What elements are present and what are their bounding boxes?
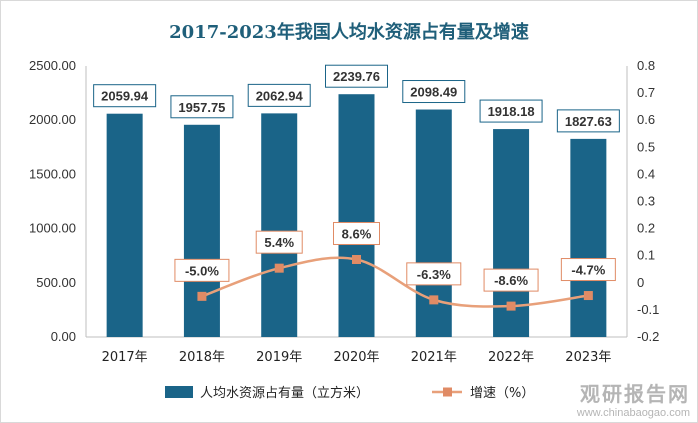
growth-data-label: -8.6% (494, 273, 528, 288)
legend-bar-label: 人均水资源占有量（立方米） (200, 385, 369, 401)
growth-data-label-box (174, 258, 230, 282)
y-left-tick-label: 500.00 (36, 275, 76, 290)
legend-line-marker (443, 387, 452, 397)
growth-data-label: -6.3% (417, 267, 451, 282)
y-left-tick-label: 0.00 (51, 329, 76, 344)
y-left-tick-label: 1500.00 (29, 166, 76, 181)
growth-data-label: 8.6% (342, 226, 372, 241)
growth-data-label: -5.0% (185, 263, 219, 278)
watermark-brand: 观研报告网 (580, 382, 690, 406)
bar-data-label: 2062.94 (256, 88, 304, 103)
bar-data-label-box (556, 109, 620, 133)
y-right-tick-label: 0.6 (637, 112, 655, 127)
growth-marker (429, 295, 439, 305)
y-left-tick-label: 1000.00 (29, 221, 76, 236)
y-left-tick-label: 2000.00 (29, 112, 76, 127)
growth-data-label: 5.4% (264, 235, 294, 250)
bar-data-label-box (170, 95, 234, 119)
growth-data-label-box (560, 258, 616, 282)
bar (338, 94, 375, 337)
y-right-tick-label: 0.2 (637, 221, 655, 236)
growth-data-label-box (255, 230, 303, 254)
growth-marker (274, 263, 284, 273)
growth-data-label-box (483, 268, 539, 292)
y-left-tick-label: 2500.00 (29, 58, 76, 73)
growth-marker (352, 254, 361, 264)
x-tick-label: 2022年 (488, 350, 534, 365)
x-tick-label: 2018年 (179, 350, 225, 365)
bar-data-label: 2239.76 (333, 69, 380, 84)
bar-data-label: 1827.63 (565, 114, 612, 129)
bar (570, 138, 607, 337)
bar (183, 124, 220, 337)
y-right-tick-label: -0.1 (637, 302, 659, 317)
growth-line (201, 256, 589, 308)
bar-data-label-box (402, 80, 466, 104)
bar-data-label-box (479, 99, 543, 123)
x-tick-label: 2017年 (102, 350, 148, 365)
legend-line-label: 增速（%） (470, 386, 534, 401)
legend-bar-swatch (165, 386, 193, 398)
x-tick-label: 2019年 (256, 350, 302, 365)
bar (106, 113, 143, 337)
x-tick-label: 2023年 (565, 350, 611, 365)
growth-marker (197, 291, 207, 301)
growth-marker (506, 301, 516, 311)
bar-data-label: 1918.18 (488, 104, 535, 119)
x-tick-label: 2021年 (411, 350, 457, 365)
y-right-tick-label: 0.4 (637, 166, 655, 181)
x-tick-label: 2020年 (333, 350, 379, 365)
y-right-tick-label: 0.8 (637, 58, 655, 73)
growth-data-label: -4.7% (571, 263, 605, 278)
watermark: 观研报告网 www.chinabaogao.com (577, 378, 690, 419)
y-right-tick-label: 0.5 (637, 139, 655, 154)
y-right-tick-label: -0.2 (637, 329, 659, 344)
growth-marker (583, 291, 593, 301)
y-right-tick-label: 0.7 (637, 85, 655, 100)
bar-data-label-box (93, 84, 157, 108)
y-right-tick-label: 0 (637, 275, 644, 290)
bar-data-label: 2098.49 (410, 85, 457, 100)
bar (261, 113, 298, 337)
y-right-tick-label: 0.3 (637, 194, 655, 209)
bar-data-label-box (247, 83, 311, 107)
growth-data-label-box (406, 262, 462, 286)
bar-data-label: 2059.94 (101, 89, 149, 104)
y-right-tick-label: 0.1 (637, 248, 655, 263)
watermark-url: www.chinabaogao.com (576, 407, 690, 419)
chart-title: 2017-2023年我国人均水资源占有量及增速 (169, 22, 529, 43)
growth-data-label-box (333, 221, 380, 245)
bar-data-label-box (325, 64, 388, 88)
bar-data-label: 1957.75 (178, 100, 225, 115)
